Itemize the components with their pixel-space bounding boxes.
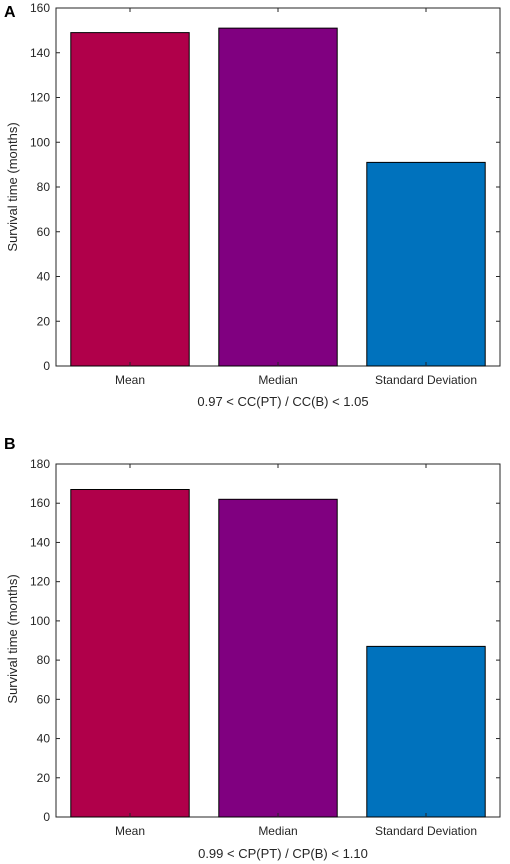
chart-a-ytick-label: 40 — [37, 270, 51, 284]
chart-b-ytick-label: 40 — [37, 732, 51, 746]
chart-a-svg: A 0 20 40 60 80 100 120 140 160 Mean Median Standar… — [4, 1, 501, 409]
chart-a-xtick-label: Median — [258, 373, 297, 387]
chart-a-xlabel: 0.97 < CC(PT) / CC(B) < 1.05 — [197, 394, 368, 409]
chart-b-bar-standard-deviation — [366, 645, 486, 818]
chart-b-xtick-label: Mean — [115, 824, 145, 838]
chart-b-bar-median — [218, 498, 338, 818]
panel-letter-b: B — [4, 436, 16, 453]
chart-b-xtick-label: Standard Deviation — [375, 824, 477, 838]
chart-b-ytick-label: 180 — [30, 457, 50, 471]
chart-a-xtick-label: Mean — [115, 373, 145, 387]
chart-b-ytick-label: 160 — [30, 496, 50, 510]
chart-b-bar-mean — [70, 488, 190, 818]
chart-b-xtick-label: Median — [258, 824, 297, 838]
panel-letter-a: A — [4, 4, 16, 21]
chart-b-xlabel: 0.99 < CP(PT) / CP(B) < 1.10 — [198, 846, 368, 861]
chart-b-ytick-label: 140 — [30, 535, 50, 549]
chart-a-ytick-label: 120 — [30, 91, 50, 105]
chart-a-ytick-label: 80 — [37, 180, 51, 194]
chart-b-plot: 0 20 40 60 80 100 120 140 160 180 Mean Median Standa… — [30, 457, 501, 838]
chart-a-plot: 0 20 40 60 80 100 120 140 160 Mean Median Standard … — [30, 1, 501, 387]
chart-b-ylabel: Survival time (months) — [5, 574, 20, 703]
chart-a-ytick-label: 100 — [30, 135, 50, 149]
chart-b-ytick-label: 100 — [30, 614, 50, 628]
chart-a-xtick-label: Standard Deviation — [375, 373, 477, 387]
chart-a-bar-mean — [70, 32, 190, 367]
chart-a-bar-median — [218, 27, 338, 367]
chart-a-ytick-label: 140 — [30, 46, 50, 60]
chart-panel-a: A 0 20 40 60 80 100 120 140 160 Mean Median Standar… — [4, 1, 501, 409]
chart-b-svg: B 0 20 40 60 80 100 120 140 160 180 Mean Median Stan… — [4, 436, 501, 861]
chart-a-ytick-label: 160 — [30, 1, 50, 15]
chart-b-ytick-label: 120 — [30, 575, 50, 589]
chart-a-ytick-label: 20 — [37, 314, 51, 328]
chart-a-ylabel: Survival time (months) — [5, 122, 20, 251]
chart-a-ytick-label: 60 — [37, 225, 51, 239]
chart-b-ytick-label: 20 — [37, 771, 51, 785]
chart-b-ytick-label: 0 — [43, 810, 50, 824]
chart-b-ytick-label: 80 — [37, 653, 51, 667]
chart-b-ytick-label: 60 — [37, 692, 51, 706]
chart-panel-b: B 0 20 40 60 80 100 120 140 160 180 Mean Median Stan… — [0, 432, 510, 864]
chart-a-bar-standard-deviation — [366, 161, 486, 367]
chart-a-ytick-label: 0 — [43, 359, 50, 373]
